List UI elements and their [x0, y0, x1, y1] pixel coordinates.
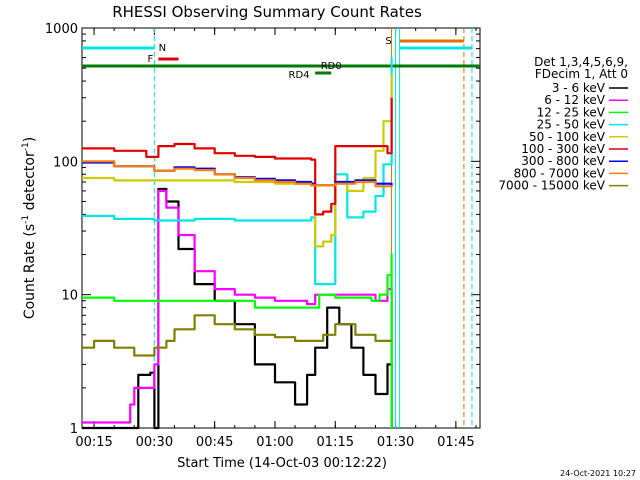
- annotation-rd4: RD4: [289, 70, 310, 81]
- chart-title: RHESSI Observing Summary Count Rates: [112, 3, 422, 21]
- series-line-7000-15000keV: [82, 314, 392, 357]
- x-tick-label: 01:30: [377, 435, 414, 450]
- x-tick-label: 00:15: [75, 435, 112, 450]
- series-line-3-6keV: [82, 187, 393, 430]
- series-line-50-100keV: [82, 74, 393, 248]
- legend-label: 7000 - 15000 keV: [498, 179, 605, 193]
- legend-label: 6 - 12 keV: [544, 93, 606, 107]
- legend-label: 25 - 50 keV: [537, 118, 606, 132]
- x-tick-label: 01:15: [317, 435, 354, 450]
- x-tick-label: 00:30: [136, 435, 173, 450]
- annotation-s: S: [385, 36, 391, 47]
- legend-label: 3 - 6 keV: [552, 81, 606, 95]
- annotation-f: F: [147, 54, 153, 65]
- annotation-n: N: [159, 43, 166, 54]
- legend-header-line-1: Det 1,3,4,5,6,9,: [534, 55, 628, 69]
- y-tick-label: 100: [53, 155, 78, 170]
- x-tick-label: 00:45: [196, 435, 233, 450]
- series-line-800-7000keV: [82, 160, 393, 188]
- legend: Det 1,3,4,5,6,9, FDecim 1, Att 0 3 - 6 k…: [498, 55, 628, 193]
- x-tick-label: 01:00: [256, 435, 293, 450]
- series-line-25-50keV: [82, 57, 393, 286]
- y-tick-label: 1: [70, 422, 78, 437]
- series-line-12-25keV: [82, 253, 393, 428]
- annotation-rd0: RD0: [321, 61, 342, 72]
- y-tick-label: 1000: [45, 22, 78, 37]
- legend-label: 50 - 100 keV: [529, 130, 606, 144]
- y-tick-label: 10: [61, 289, 78, 304]
- legend-label: 12 - 25 keV: [537, 105, 606, 119]
- series-line-6-12keV: [82, 189, 393, 428]
- legend-label: 300 - 800 keV: [521, 154, 605, 168]
- series-line-100-300keV: [82, 97, 393, 216]
- x-axis-label: Start Time (14-Oct-03 00:12:22): [177, 456, 387, 471]
- legend-header-line-2: FDecim 1, Att 0: [535, 67, 628, 81]
- x-tick-label: 01:45: [437, 435, 474, 450]
- y-axis-label: Count Rate (s-1 detector-1): [21, 137, 38, 319]
- plot-frame: [81, 27, 481, 429]
- legend-label: 800 - 7000 keV: [514, 166, 606, 180]
- legend-label: 100 - 300 keV: [521, 142, 605, 156]
- footer-date: 24-Oct-2021 10:27: [560, 469, 636, 478]
